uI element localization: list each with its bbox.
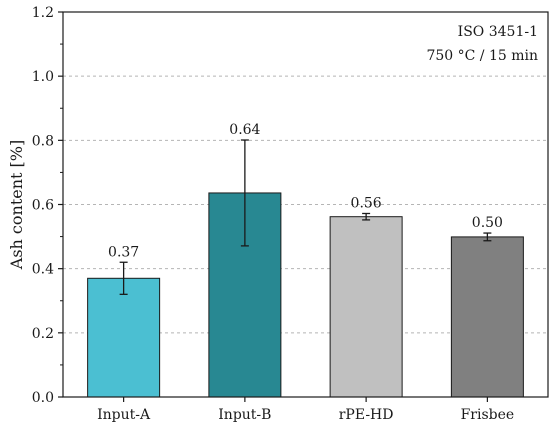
error-bar-rpe-hd	[362, 212, 371, 221]
error-bars	[119, 139, 492, 295]
error-bar-input-b	[240, 139, 249, 247]
bar-input-a	[87, 277, 161, 398]
data-label-rpe-hd: 0.56	[351, 195, 382, 211]
bar-frisbee	[450, 236, 524, 398]
x-tick-label: rPE-HD	[339, 407, 394, 423]
y-axis-title: Ash content [%]	[7, 140, 26, 270]
y-tick-label: 0.2	[32, 326, 54, 342]
y-axis-ticks: 0.0 0.2 0.4 0.6 0.8 1.0 1.2	[32, 5, 63, 406]
x-tick-label: Input-A	[97, 407, 151, 423]
y-tick-label: 0.8	[32, 133, 54, 149]
x-tick-label: Frisbee	[461, 407, 515, 423]
y-tick-label: 0.4	[32, 262, 54, 278]
bars	[87, 192, 524, 398]
error-bar-frisbee	[483, 232, 492, 242]
x-tick-label: Input-B	[218, 407, 271, 423]
y-tick-label: 1.2	[32, 5, 54, 21]
data-label-input-a: 0.37	[108, 244, 139, 260]
error-bar-input-a	[119, 261, 128, 295]
y-tick-label: 0.6	[32, 198, 54, 214]
y-tick-label: 0.0	[32, 390, 54, 406]
bar-rpe-hd	[329, 216, 403, 398]
data-label-frisbee: 0.50	[472, 215, 503, 231]
data-label-input-b: 0.64	[229, 122, 260, 138]
annotation-conditions: 750 °C / 15 min	[426, 48, 538, 64]
annotation-standard: ISO 3451-1	[458, 24, 538, 40]
y-tick-label: 1.0	[32, 69, 54, 85]
data-labels: 0.37 0.64 0.56 0.50	[108, 122, 503, 260]
x-axis-ticks: Input-A Input-B rPE-HD Frisbee	[97, 397, 514, 423]
